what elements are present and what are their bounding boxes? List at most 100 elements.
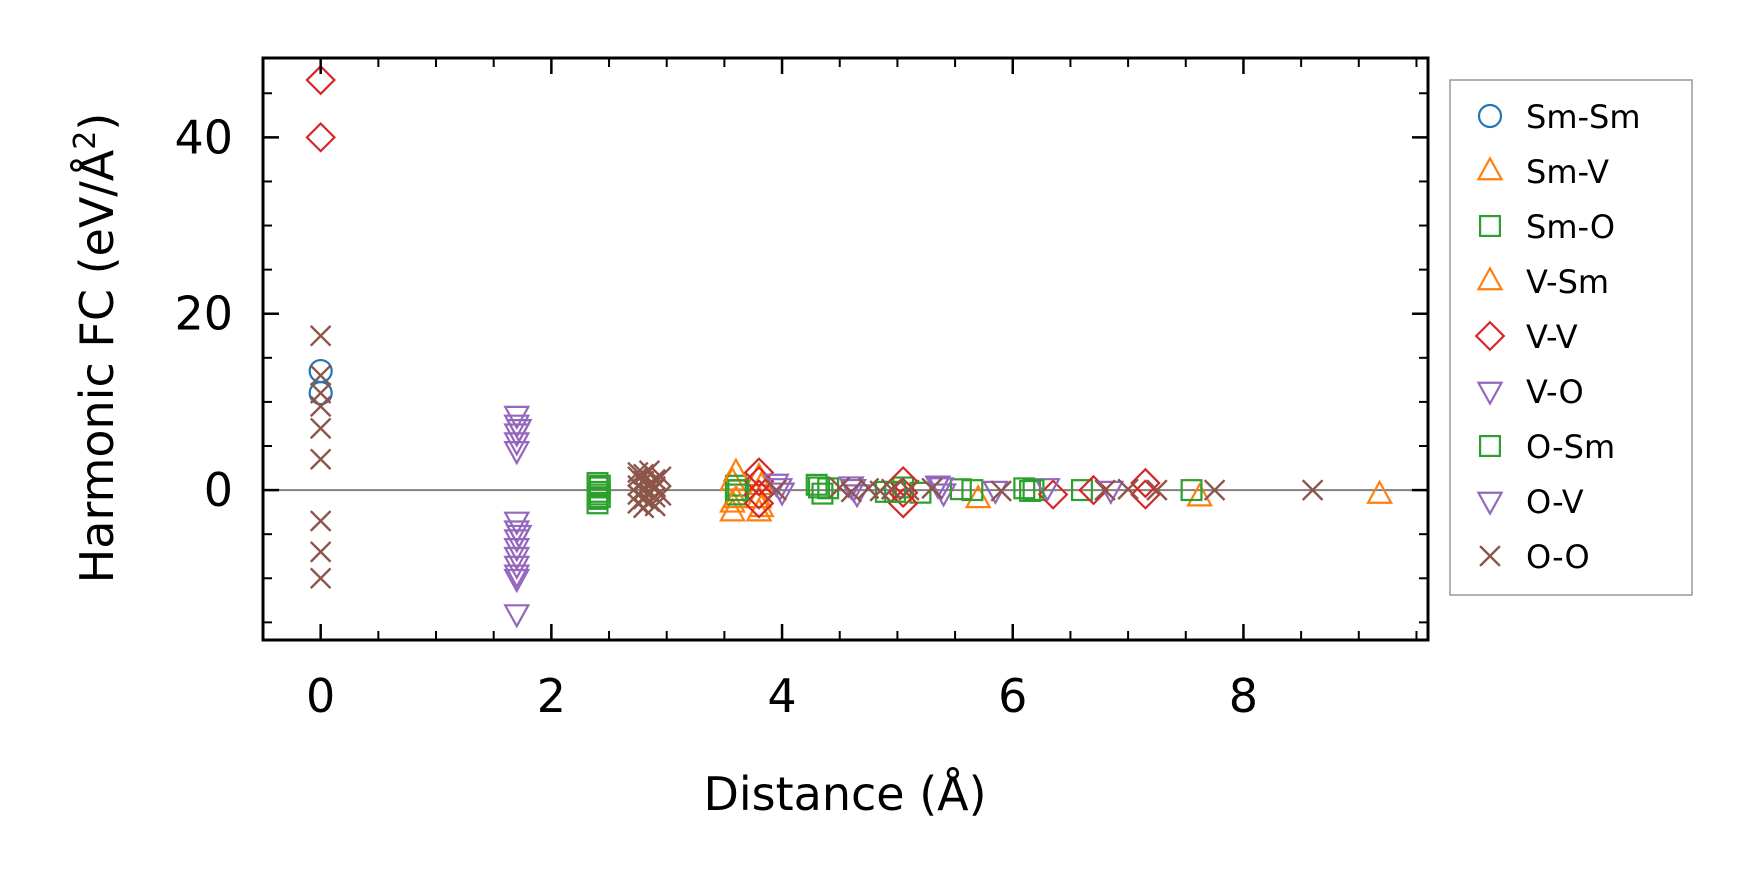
data-point — [309, 364, 332, 387]
legend-label: Sm-Sm — [1526, 98, 1641, 136]
data-point — [727, 479, 750, 502]
data-point — [1022, 479, 1045, 502]
data-point — [1130, 479, 1161, 510]
y-axis-title: Harmonic FC (eV/Å2) — [68, 113, 124, 584]
data-point — [503, 546, 531, 572]
data-point — [503, 405, 531, 431]
legend-marker — [1476, 381, 1504, 406]
data-point — [308, 358, 333, 384]
data-point — [505, 419, 533, 444]
data-point — [308, 380, 333, 406]
data-point — [840, 478, 867, 504]
data-point — [503, 441, 531, 466]
data-point — [1203, 479, 1226, 501]
data-point — [743, 479, 775, 510]
data-point — [586, 487, 609, 510]
data-point — [309, 395, 332, 418]
data-point — [1094, 479, 1116, 501]
data-point — [722, 483, 750, 509]
legend-label: O-Sm — [1526, 428, 1615, 466]
series-o-v — [505, 419, 1009, 550]
legend: Sm-Sm Sm-V Sm-O V-Sm V-V V-O O-Sm O-V O-O — [1449, 79, 1693, 596]
legend-marker — [1479, 545, 1501, 567]
data-point — [898, 479, 920, 501]
data-point — [1186, 482, 1214, 507]
data-point — [1180, 479, 1203, 502]
data-point — [309, 417, 332, 440]
legend-box — [1449, 79, 1693, 596]
data-point — [1070, 479, 1093, 502]
data-point — [503, 564, 531, 589]
legend-marker — [1478, 215, 1501, 238]
data-point — [309, 325, 332, 347]
y-axis-title-main: Harmonic FC (eV/Å — [70, 149, 124, 583]
legend-label: Sm-V — [1526, 153, 1609, 191]
data-point — [765, 479, 788, 501]
data-point — [1097, 480, 1125, 506]
y-axis-title-close: ) — [70, 113, 124, 131]
data-point — [650, 484, 672, 507]
data-point — [503, 511, 531, 536]
data-point — [961, 479, 984, 502]
data-point — [1366, 479, 1393, 504]
data-point — [503, 538, 531, 563]
legend-item: O-V — [1476, 483, 1584, 521]
points-layer — [305, 64, 1393, 629]
data-point — [305, 64, 336, 96]
data-point — [309, 567, 332, 590]
legend-label: O-O — [1526, 538, 1590, 576]
data-point — [949, 478, 972, 501]
data-point — [887, 488, 919, 519]
axes-layer — [261, 56, 1430, 642]
data-point — [505, 524, 533, 550]
data-point — [828, 476, 851, 499]
data-point — [309, 448, 332, 470]
y-tick-label: 20 — [174, 287, 233, 341]
data-point — [1130, 467, 1161, 499]
legend-marker — [1476, 266, 1504, 291]
legend-item: O-Sm — [1478, 428, 1615, 466]
y-axis-title-superscript: 2 — [68, 131, 103, 150]
legend-item: Sm-V — [1476, 153, 1609, 191]
x-tick-label: 4 — [767, 669, 796, 723]
data-point — [309, 510, 332, 532]
data-point — [503, 568, 531, 594]
data-point — [880, 478, 903, 500]
data-point — [588, 480, 611, 503]
data-point — [1033, 478, 1061, 503]
data-point — [503, 432, 531, 457]
legend-label: V-O — [1526, 373, 1584, 411]
y-tick-label: 40 — [174, 110, 233, 164]
legend-marker — [1476, 491, 1504, 516]
x-tick-label: 8 — [1229, 669, 1258, 723]
legend-marker — [1478, 435, 1501, 458]
data-point — [766, 478, 794, 503]
data-point — [807, 476, 830, 499]
legend-label: Sm-O — [1526, 208, 1615, 246]
series-v-v — [305, 64, 1161, 519]
legend-marker — [1476, 156, 1504, 181]
data-point — [743, 457, 775, 488]
series-sm-v — [719, 461, 1393, 522]
x-tick-label: 0 — [306, 669, 335, 723]
legend-item: V-V — [1474, 318, 1578, 356]
data-point — [1146, 479, 1168, 501]
data-point — [1078, 474, 1109, 506]
x-tick-label: 6 — [998, 669, 1027, 723]
legend-item: V-Sm — [1476, 263, 1609, 301]
data-point — [964, 483, 992, 509]
data-point — [309, 541, 332, 563]
data-point — [644, 486, 666, 508]
data-point — [503, 604, 531, 629]
series-o-sm — [588, 474, 1045, 509]
series-v-o — [503, 405, 1125, 629]
data-point — [1117, 478, 1139, 500]
data-point — [921, 477, 943, 500]
series-o-o — [309, 325, 1324, 590]
series-sm-sm — [308, 358, 333, 406]
data-point — [840, 481, 863, 503]
legend-label: V-V — [1526, 318, 1578, 356]
legend-marker — [1474, 320, 1506, 352]
legend-marker — [1477, 103, 1503, 129]
